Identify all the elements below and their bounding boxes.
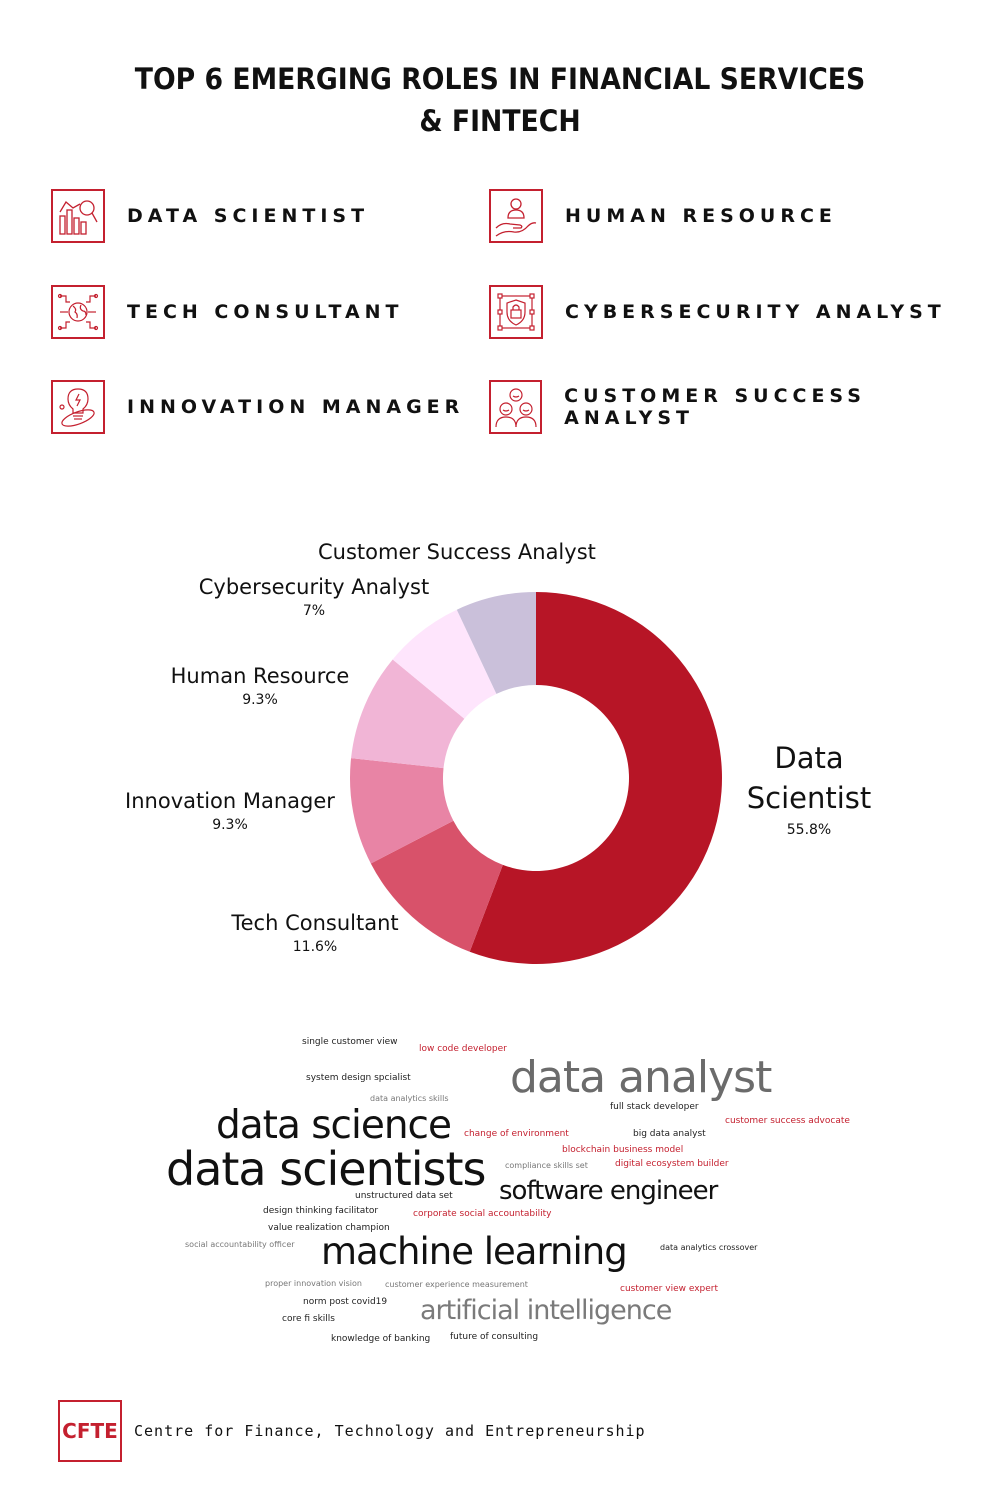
word-cloud-term: value realization champion [268, 1223, 390, 1233]
label-innovation-manager: Innovation Manager 9.3% [125, 789, 335, 833]
role-data-scientist: DATA SCIENTIST [51, 187, 369, 245]
organization-name: Centre for Finance, Technology and Entre… [134, 1422, 646, 1440]
word-cloud-term: customer view expert [620, 1284, 719, 1294]
role-human-resource: HUMAN RESOURCE [489, 187, 837, 245]
role-label: INNOVATION MANAGER [127, 396, 465, 418]
hand-person-icon [489, 189, 543, 243]
word-cloud-term: data analytics crossover [660, 1243, 758, 1252]
page-title: TOP 6 EMERGING ROLES IN FINANCIAL SERVIC… [40, 58, 960, 142]
slice-human-resource [351, 659, 465, 769]
slice-innovation-manager [350, 758, 454, 864]
role-label: DATA SCIENTIST [127, 205, 370, 227]
word-cloud-term: customer experience measurement [385, 1280, 528, 1289]
word-cloud-term: machine learning [321, 1230, 628, 1273]
footer: CFTE Centre for Finance, Technology and … [58, 1400, 646, 1462]
word-cloud-term: artificial intelligence [420, 1295, 672, 1326]
title-line-2: & FINTECH [419, 104, 581, 138]
word-cloud-term: change of environment [464, 1129, 569, 1139]
word-cloud-term: proper innovation vision [265, 1279, 362, 1288]
word-cloud-term: core fi skills [282, 1314, 335, 1324]
word-cloud-term: data scientists [166, 1142, 487, 1196]
role-label: CUSTOMER SUCCESS ANALYST [564, 385, 866, 429]
word-cloud-term: unstructured data set [355, 1191, 453, 1201]
label-cybersecurity: Cybersecurity Analyst 7% [198, 575, 430, 619]
donut-chart: Customer Success Analyst Cybersecurity A… [0, 520, 1000, 1000]
lightbulb-atom-icon [51, 380, 105, 434]
word-cloud-term: data science [216, 1103, 452, 1148]
slice-cybersecurity-analyst [392, 609, 497, 719]
role-label: TECH CONSULTANT [127, 301, 404, 323]
word-cloud-term: data analyst [510, 1052, 772, 1103]
role-cybersecurity-analyst: CYBERSECURITY ANALYST [489, 283, 946, 341]
role-label: CYBERSECURITY ANALYST [565, 301, 946, 323]
word-cloud-term: norm post covid19 [303, 1297, 388, 1307]
word-cloud-term: corporate social accountability [413, 1209, 552, 1219]
word-cloud-term: design thinking facilitator [263, 1206, 379, 1216]
role-label: HUMAN RESOURCE [565, 205, 837, 227]
word-cloud-term: digital ecosystem builder [615, 1159, 729, 1169]
word-cloud-term: future of consulting [450, 1332, 539, 1342]
shield-lock-icon [489, 285, 543, 339]
title-line-1: TOP 6 EMERGING ROLES IN FINANCIAL SERVIC… [134, 62, 866, 96]
word-cloud: single customer view low code developer sy… [0, 1030, 1000, 1360]
cfte-logo: CFTE [58, 1400, 122, 1462]
donut-svg [350, 592, 722, 964]
slice-tech-consultant [370, 820, 503, 952]
word-cloud-term: software engineer [499, 1176, 718, 1206]
word-cloud-term: knowledge of banking [331, 1334, 431, 1344]
label-data-scientist: Data Scientist 55.8% [746, 741, 872, 838]
label-tech-consultant: Tech Consultant 11.6% [231, 911, 399, 955]
role-customer-success-analyst: CUSTOMER SUCCESS ANALYST [489, 378, 1000, 436]
globe-circuit-icon [51, 285, 105, 339]
chart-magnifier-icon [51, 189, 105, 243]
word-cloud-term: data analytics skills [370, 1094, 449, 1103]
people-group-icon [489, 380, 543, 434]
word-cloud-term: full stack developer [610, 1102, 699, 1112]
label-human-resource: Human Resource 9.3% [170, 664, 350, 708]
label-customer-success: Customer Success Analyst [318, 540, 596, 564]
word-cloud-term: single customer view [302, 1037, 398, 1047]
word-cloud-term: compliance skills set [505, 1161, 588, 1170]
word-cloud-term: system design spcialist [306, 1073, 411, 1083]
word-cloud-term: low code developer [419, 1044, 507, 1054]
word-cloud-term: big data analyst [633, 1129, 706, 1139]
slice-data-scientist [469, 592, 722, 964]
role-innovation-manager: INNOVATION MANAGER [51, 378, 464, 436]
slice-customer-success-analyst [456, 592, 536, 694]
word-cloud-term: customer success advocate [725, 1116, 850, 1126]
role-tech-consultant: TECH CONSULTANT [51, 283, 404, 341]
word-cloud-term: blockchain business model [562, 1145, 684, 1155]
word-cloud-term: social accountability officer [185, 1240, 295, 1249]
